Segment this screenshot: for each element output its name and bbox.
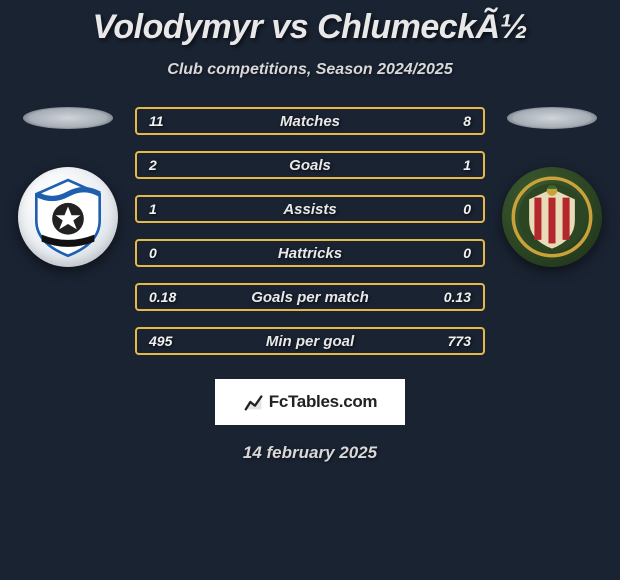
stat-row-matches: 11 Matches 8: [135, 107, 485, 135]
stat-right-value: 0: [431, 245, 471, 261]
player-shadow: [507, 107, 597, 129]
stat-label: Assists: [283, 201, 336, 218]
chart-icon: [243, 391, 265, 413]
stat-left-value: 0: [149, 245, 189, 261]
player-shadow: [23, 107, 113, 129]
right-club-badge: [502, 167, 602, 267]
date-label: 14 february 2025: [0, 443, 620, 463]
stat-row-assists: 1 Assists 0: [135, 195, 485, 223]
comparison-card: Volodymyr vs ChlumeckÃ½ Club competition…: [0, 0, 620, 463]
subtitle: Club competitions, Season 2024/2025: [0, 61, 620, 79]
left-club-badge: [18, 167, 118, 267]
brand-label: FcTables.com: [269, 392, 378, 412]
stat-right-value: 1: [431, 157, 471, 173]
stats-column: 11 Matches 8 2 Goals 1 1 Assists 0 0 Hat…: [135, 107, 485, 355]
page-title: Volodymyr vs ChlumeckÃ½: [0, 8, 620, 47]
stat-right-value: 0: [431, 201, 471, 217]
stat-row-goals: 2 Goals 1: [135, 151, 485, 179]
stat-left-value: 495: [149, 333, 189, 349]
stat-label: Matches: [280, 113, 340, 130]
stat-left-value: 2: [149, 157, 189, 173]
right-player-col: [497, 107, 607, 267]
stat-label: Hattricks: [278, 245, 342, 262]
stat-row-hattricks: 0 Hattricks 0: [135, 239, 485, 267]
stat-right-value: 773: [431, 333, 471, 349]
main-row: 11 Matches 8 2 Goals 1 1 Assists 0 0 Hat…: [0, 107, 620, 355]
stat-label: Min per goal: [266, 333, 354, 350]
brand-badge[interactable]: FcTables.com: [215, 379, 405, 425]
stat-right-value: 8: [431, 113, 471, 129]
stat-row-min-per-goal: 495 Min per goal 773: [135, 327, 485, 355]
stat-label: Goals per match: [251, 289, 369, 306]
left-club-emblem-icon: [24, 173, 112, 261]
stat-label: Goals: [289, 157, 331, 174]
stat-left-value: 11: [149, 113, 189, 129]
stat-left-value: 1: [149, 201, 189, 217]
stat-row-goals-per-match: 0.18 Goals per match 0.13: [135, 283, 485, 311]
right-club-emblem-icon: [508, 173, 596, 261]
stat-right-value: 0.13: [431, 289, 471, 305]
left-player-col: [13, 107, 123, 267]
stat-left-value: 0.18: [149, 289, 189, 305]
